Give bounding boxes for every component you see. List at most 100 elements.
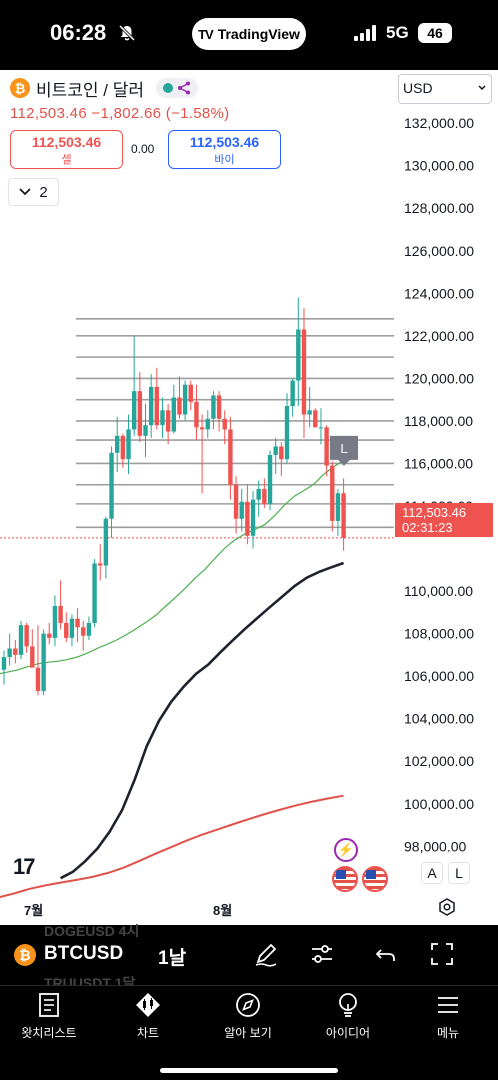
candle-body xyxy=(109,452,114,519)
candle-body xyxy=(13,648,18,655)
candle-body xyxy=(35,667,41,692)
price-axis-label: 122,000.00 xyxy=(404,328,474,344)
price-axis-label: 120,000.00 xyxy=(404,370,474,386)
bitcoin-icon: ₿ xyxy=(10,78,30,98)
symbol-search-button[interactable]: BTCUSD xyxy=(44,943,124,964)
nav-label: 왓치리스트 xyxy=(21,1026,77,1040)
interval-button[interactable]: 1날 xyxy=(158,948,187,969)
network-type: 5G xyxy=(386,23,409,42)
share-icon xyxy=(178,81,191,95)
candle-body xyxy=(330,465,335,521)
price-axis-label: 100,000.00 xyxy=(404,796,474,812)
candle-body xyxy=(103,518,109,566)
nav-chart[interactable]: 차트 xyxy=(103,992,193,1041)
candle-body xyxy=(75,618,80,628)
candle-body xyxy=(177,397,182,415)
position-marker-label: L xyxy=(340,441,347,456)
bottom-nav: 왓치리스트 차트 알아 보기 아이디어 xyxy=(0,985,498,1080)
buy-price: 112,503.46 xyxy=(189,134,260,150)
symbol-title[interactable]: 비트코인 / 달러 xyxy=(36,80,145,100)
battery-icon: 46 xyxy=(418,23,452,43)
x-axis-label-august: 8월 xyxy=(213,903,233,918)
candle-body xyxy=(273,446,278,455)
candle-body xyxy=(313,410,318,428)
position-marker-shape xyxy=(330,435,358,466)
signal-icon xyxy=(354,25,376,41)
auto-scale-button[interactable]: A xyxy=(421,862,443,884)
bitcoin-icon: ₿ xyxy=(14,944,36,966)
explore-icon xyxy=(236,993,260,1017)
candle-body xyxy=(216,395,222,419)
candle-body xyxy=(279,446,284,460)
chart-settings-icon[interactable] xyxy=(438,898,456,916)
fullscreen-icon[interactable] xyxy=(428,940,456,968)
watchlist-icon xyxy=(39,993,59,1017)
drawing-tools-icon[interactable] xyxy=(252,940,280,968)
candle-body xyxy=(182,384,188,415)
candle-body xyxy=(267,454,273,504)
nav-menu[interactable]: 메뉴 xyxy=(403,992,493,1041)
status-badges[interactable] xyxy=(156,78,199,98)
log-scale-button[interactable]: L xyxy=(448,862,470,884)
sell-button[interactable]: 112,503.46 셀 xyxy=(10,130,123,169)
price-axis-label: 98,000.00 xyxy=(404,838,466,854)
candle-body xyxy=(318,427,324,429)
candle-body xyxy=(165,410,171,432)
undo-icon[interactable] xyxy=(372,940,400,968)
candle-body xyxy=(188,384,193,402)
candle-body xyxy=(160,410,165,426)
candle-body xyxy=(41,633,46,692)
candle-body xyxy=(24,625,29,647)
candle-body xyxy=(296,329,301,381)
candle-body xyxy=(47,633,52,638)
candle-body xyxy=(1,657,7,670)
tradingview-pill[interactable]: TV TradingView xyxy=(192,18,306,50)
candle-body xyxy=(18,625,24,655)
price-chart[interactable]: L 98,000.00 100,000.00 102,000.00 104,000.00… xyxy=(0,70,498,925)
nav-ideas[interactable]: 아이디어 xyxy=(303,992,393,1041)
candle-body xyxy=(148,386,154,426)
candle-body xyxy=(307,410,312,415)
candle-body xyxy=(30,646,35,668)
market-open-icon xyxy=(163,83,174,93)
menu-icon xyxy=(438,997,458,1013)
chart-area[interactable]: L 98,000.00 100,000.00 102,000.00 104,000.00… xyxy=(0,70,498,925)
price-axis-label: 126,000.00 xyxy=(404,243,474,259)
sell-price: 112,503.46 xyxy=(31,134,102,150)
candle-body xyxy=(250,499,256,536)
candle-body xyxy=(199,427,205,430)
candle-body xyxy=(171,397,176,432)
indicator-toggle-button[interactable]: 2 xyxy=(8,178,59,206)
candle-body xyxy=(52,605,58,638)
lightning-icon[interactable]: ⚡ xyxy=(334,838,358,862)
candle-body xyxy=(262,488,267,504)
us-flag-icon[interactable] xyxy=(332,866,358,892)
tradingview-watermark-logo: 17 xyxy=(13,854,36,879)
ma-mid-line xyxy=(59,561,345,880)
price-axis-label: 128,000.00 xyxy=(404,200,474,216)
indicators-icon[interactable] xyxy=(308,940,336,968)
nav-label: 메뉴 xyxy=(436,1026,460,1040)
buy-label: 바이 xyxy=(214,154,235,166)
us-flag-icon[interactable] xyxy=(362,866,388,892)
tradingview-logo-icon: TV xyxy=(198,26,214,42)
price-axis-label: 116,000.00 xyxy=(404,455,473,471)
currency-select[interactable]: USD xyxy=(398,74,492,104)
indicator-count: 2 xyxy=(39,183,48,201)
price-axis-label: 118,000.00 xyxy=(404,413,473,429)
buy-button[interactable]: 112,503.46 바이 xyxy=(168,130,281,169)
price-axis-label: 130,000.00 xyxy=(404,158,474,174)
price-axis-label: 132,000.00 xyxy=(404,115,474,131)
nav-watchlist[interactable]: 왓치리스트 xyxy=(4,992,94,1041)
candle-body xyxy=(58,605,63,623)
symbol-header[interactable]: ₿ 비트코인 / 달러 xyxy=(10,77,199,100)
price-change-line: 112,503.46 −1,802.66 (−1.58%) xyxy=(10,105,230,122)
bar-countdown: 02:31:23 xyxy=(402,520,453,535)
candle-body xyxy=(324,427,329,466)
price-axis-label: 108,000.00 xyxy=(404,626,474,642)
pill-label: TradingView xyxy=(217,26,300,42)
candle-body xyxy=(341,493,346,538)
nav-explore[interactable]: 알아 보기 xyxy=(203,992,293,1041)
candle-body xyxy=(228,429,233,485)
